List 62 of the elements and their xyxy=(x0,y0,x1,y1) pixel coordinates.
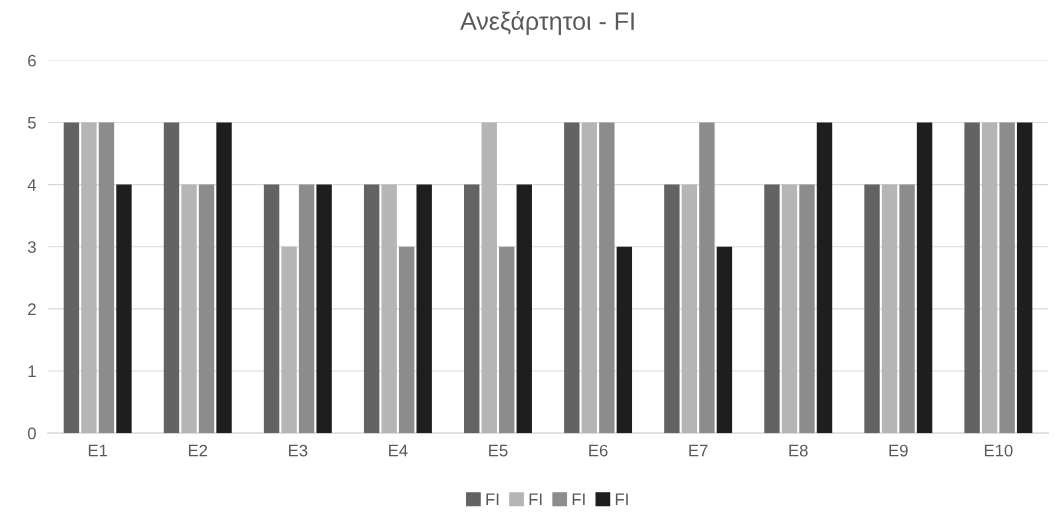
bar xyxy=(981,122,998,434)
bar xyxy=(316,184,332,434)
bar xyxy=(298,184,315,434)
bar xyxy=(881,184,898,434)
y-tick-label: 2 xyxy=(28,303,36,315)
bar xyxy=(481,122,497,434)
legend-label: FI xyxy=(486,493,499,506)
y-tick-label: 1 xyxy=(28,365,36,378)
y-tick-label: 5 xyxy=(27,117,36,129)
bar xyxy=(464,184,480,434)
bar xyxy=(63,122,80,434)
legend-label: FI xyxy=(615,493,628,506)
bar xyxy=(864,184,880,434)
bar xyxy=(263,184,280,434)
bar xyxy=(81,122,97,434)
bar xyxy=(163,122,180,434)
bar xyxy=(516,184,532,434)
bar xyxy=(98,122,115,434)
x-tick-label: E3 xyxy=(289,444,308,457)
legend-label: FI xyxy=(572,493,585,506)
bar xyxy=(581,122,598,434)
y-tick-label: 4 xyxy=(27,179,37,191)
bar xyxy=(599,122,615,434)
x-tick-label: E7 xyxy=(689,444,708,457)
bar xyxy=(381,184,397,434)
bar xyxy=(499,246,515,434)
y-tick-label: 3 xyxy=(27,241,36,253)
x-tick-label: E4 xyxy=(389,444,408,457)
x-tick-label: E8 xyxy=(789,444,808,457)
bar xyxy=(281,246,297,434)
chart-title: Ανεξάρτητοι - FI xyxy=(460,10,634,36)
bar xyxy=(616,246,633,434)
bar xyxy=(664,184,680,434)
x-tick-label: E6 xyxy=(589,444,608,457)
bar xyxy=(716,246,733,434)
x-tick-label: E9 xyxy=(889,444,908,457)
bar xyxy=(416,184,432,434)
bar xyxy=(916,122,933,434)
bar xyxy=(999,122,1015,434)
x-tick-label: E10 xyxy=(984,444,1013,457)
y-tick-label: 6 xyxy=(28,54,36,67)
bar xyxy=(363,184,380,434)
legend-label: FI xyxy=(529,493,542,506)
bar xyxy=(181,184,197,434)
x-tick-label: E2 xyxy=(188,444,208,457)
bar xyxy=(964,122,980,434)
bar xyxy=(816,122,833,434)
bar xyxy=(799,184,815,434)
x-tick-label: E5 xyxy=(489,444,508,457)
bar xyxy=(398,246,415,434)
bar xyxy=(764,184,780,434)
bar xyxy=(899,184,915,434)
x-tick-label: E1 xyxy=(88,444,108,457)
y-tick-label: 0 xyxy=(27,427,36,440)
bar xyxy=(699,122,715,434)
bar xyxy=(116,184,132,434)
bar xyxy=(198,184,215,434)
bar xyxy=(1016,122,1033,434)
bar xyxy=(216,122,232,434)
bar xyxy=(681,184,698,434)
bar xyxy=(564,122,580,434)
bar xyxy=(781,184,798,434)
